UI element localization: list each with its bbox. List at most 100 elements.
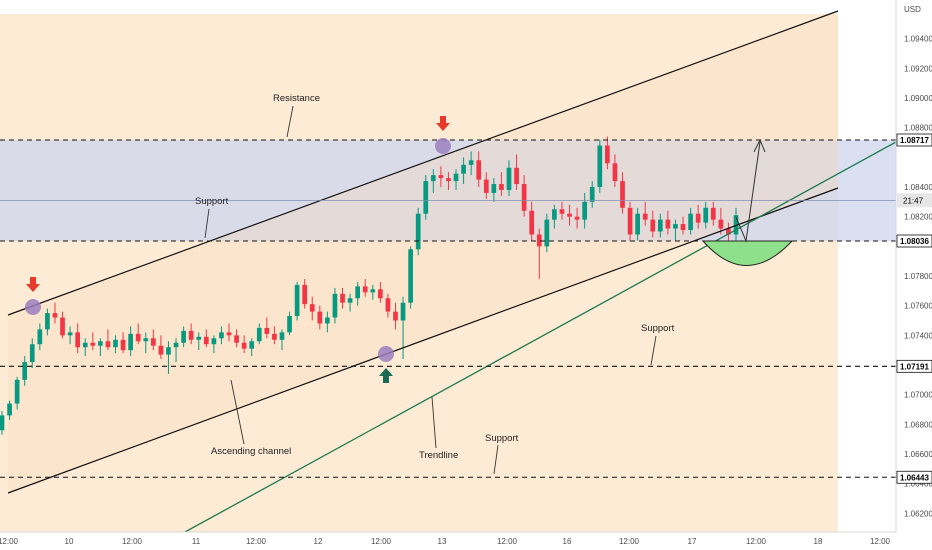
time-tick-label: 12 [314, 537, 323, 546]
candle [612, 154, 618, 188]
candle [514, 154, 519, 190]
projection-arrow [735, 141, 761, 243]
candle-body [438, 175, 444, 179]
candle [385, 293, 391, 318]
label-resistance: Resistance [273, 93, 320, 104]
candle-body [272, 333, 277, 340]
candle-body [718, 219, 724, 229]
candle [574, 207, 580, 229]
candle [196, 332, 202, 351]
candle [718, 207, 724, 235]
time-tick-label: 16 [563, 537, 572, 546]
candle [29, 338, 35, 368]
price-tick-label: 1.07800 [904, 272, 932, 281]
candle [362, 278, 368, 297]
candle [158, 335, 164, 360]
candle [135, 323, 141, 345]
candle [642, 201, 648, 226]
candle-body [408, 249, 413, 303]
price-axis[interactable] [896, 0, 932, 550]
candle [605, 136, 610, 170]
candle-body [256, 327, 262, 342]
candle [22, 356, 28, 386]
candle [14, 376, 20, 410]
candle-body [491, 184, 497, 193]
candle-body [355, 286, 360, 299]
candle [544, 213, 550, 253]
candle-body [325, 317, 330, 324]
candle-body [264, 327, 270, 334]
candle [483, 172, 489, 199]
candle-body [612, 163, 618, 182]
candle-body [665, 219, 671, 229]
candle-body [90, 342, 96, 346]
candle [635, 207, 640, 241]
touch-marker [378, 346, 394, 362]
candle [309, 296, 315, 321]
candle [476, 151, 482, 188]
candle-body [544, 219, 550, 247]
candle-body [241, 342, 247, 349]
touch-marker [435, 138, 451, 154]
candle-body [226, 332, 232, 336]
up-arrow-icon [379, 368, 393, 383]
candle [650, 210, 656, 238]
candle [272, 326, 277, 345]
candle [597, 139, 603, 193]
candle-body [521, 184, 527, 211]
candle-body [29, 344, 35, 363]
candle [105, 329, 111, 351]
candle-body [393, 311, 398, 321]
candle [317, 305, 323, 330]
candle-body [468, 160, 474, 165]
candle [521, 175, 527, 217]
candle-body [60, 317, 65, 336]
candle [703, 201, 709, 229]
candle [710, 201, 716, 226]
candle-body [688, 213, 693, 231]
candle [173, 338, 179, 363]
level-tag [896, 359, 932, 373]
candle-body [211, 338, 217, 345]
candle [287, 311, 292, 336]
candle [627, 201, 633, 241]
candle [552, 204, 557, 229]
candle-body [362, 286, 368, 293]
candle-body [582, 201, 588, 220]
level-tag [896, 234, 932, 248]
candle [150, 329, 156, 351]
candle [241, 335, 247, 354]
candle-body [559, 209, 565, 214]
candle [423, 175, 429, 220]
time-tick-label: 12:00 [870, 537, 891, 546]
candle [529, 201, 535, 241]
pointer-trendline [431, 396, 437, 449]
channel-upper-line [7, 10, 839, 316]
candle-body [302, 284, 308, 305]
label-support-mid: Support [641, 323, 675, 334]
candle-body [347, 298, 353, 303]
candle-body [574, 216, 580, 220]
down-arrow-icon [436, 116, 450, 131]
candle-body [135, 333, 141, 342]
candle [536, 228, 542, 279]
candle [279, 329, 285, 351]
candle-body [45, 313, 50, 330]
candle [234, 329, 239, 348]
level-tag-label: 1.08717 [900, 136, 929, 145]
time-axis[interactable] [0, 532, 896, 550]
candle [415, 207, 421, 256]
candle-body [552, 209, 557, 220]
level-tag [896, 470, 932, 484]
price-tick-label: 1.08200 [904, 213, 932, 222]
candle-body [158, 345, 164, 355]
candle [665, 210, 671, 235]
candle-body [294, 284, 300, 317]
touch-marker [25, 299, 41, 315]
candle-body [385, 298, 391, 312]
time-tick-label: 10 [65, 537, 74, 546]
candle-body [234, 335, 239, 343]
pointer-support-3 [493, 444, 499, 475]
price-tick-label: 1.06200 [904, 509, 932, 518]
